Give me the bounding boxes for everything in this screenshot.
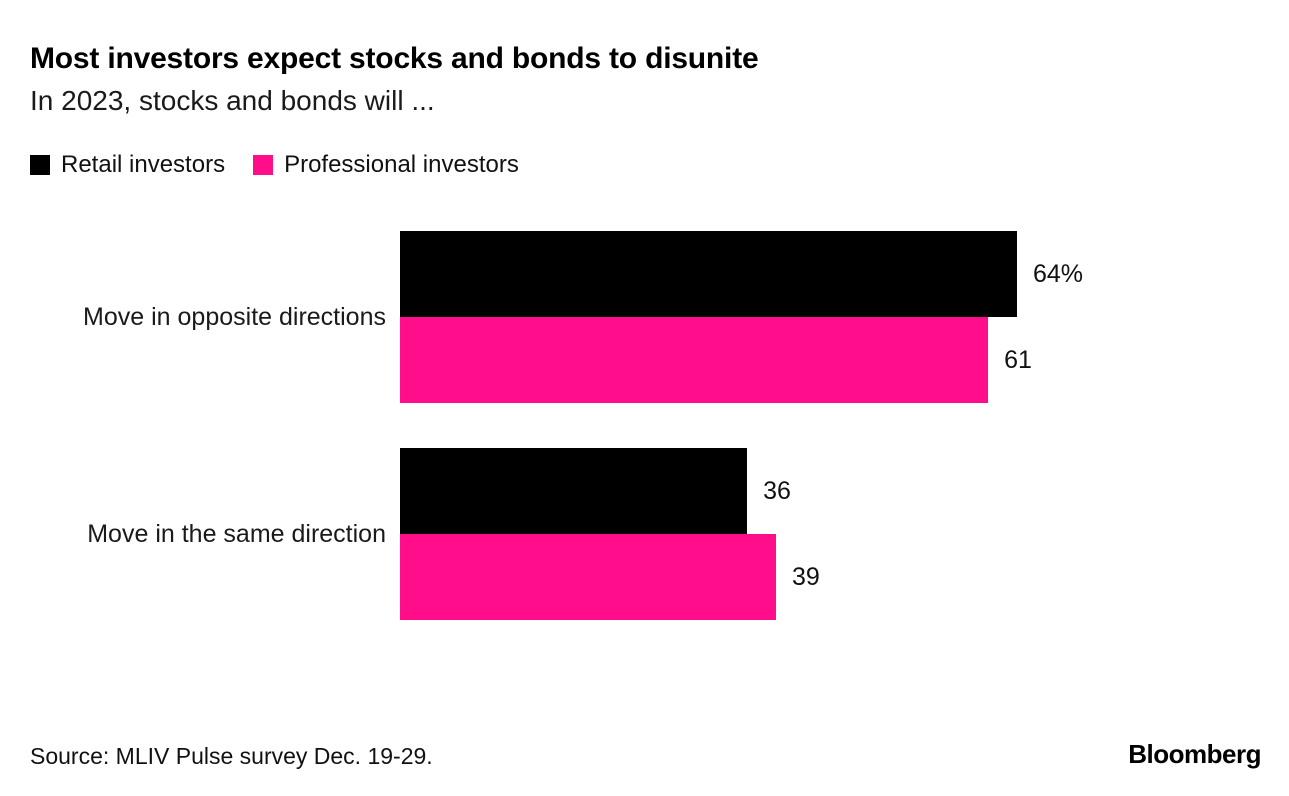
bar-stack: 36 39 <box>400 448 1259 620</box>
bar-retail-investors <box>400 231 1017 317</box>
chart-subtitle: In 2023, stocks and bonds will ... <box>30 85 435 116</box>
bar-group: Move in opposite directions 64% 61 <box>30 231 1259 403</box>
legend-item-retail: Retail investors <box>30 151 225 179</box>
category-label: Move in opposite directions <box>83 303 386 331</box>
bar-row: 36 <box>400 448 1259 534</box>
bar-professional-investors <box>400 534 776 620</box>
footer: Source: MLIV Pulse survey Dec. 19-29. Bl… <box>30 739 1261 770</box>
bar-value-label: 36 <box>763 476 791 505</box>
bar-stack: 64% 61 <box>400 231 1259 403</box>
bar-professional-investors <box>400 317 989 403</box>
category-label: Move in the same direction <box>87 520 386 548</box>
bar-row: 61 <box>400 317 1259 403</box>
bar-value-label: 61 <box>1004 345 1032 374</box>
bar-row: 39 <box>400 534 1259 620</box>
bar-value-label: 64% <box>1033 259 1084 288</box>
legend-label-professional: Professional investors <box>284 151 519 178</box>
retail-swatch-icon <box>30 155 50 175</box>
bar-retail-investors <box>400 448 748 534</box>
legend-item-professional: Professional investors <box>253 151 519 179</box>
professional-swatch-icon <box>253 155 274 175</box>
bar-chart: Move in opposite directions 64% 61 Move in … <box>30 231 1259 620</box>
bar-group: Move in the same direction 36 39 <box>30 448 1259 620</box>
bar-value-label: 39 <box>791 562 820 591</box>
legend-label-retail: Retail investors <box>61 151 226 178</box>
bar-row: 64% <box>400 231 1259 317</box>
source-note: Source: MLIV Pulse survey Dec. 19-29. <box>30 743 433 769</box>
bloomberg-logo: Bloomberg <box>1128 739 1261 769</box>
chart-title: Most investors expect stocks and bonds t… <box>30 42 759 75</box>
legend: Retail investors Professional investors <box>30 151 1259 179</box>
